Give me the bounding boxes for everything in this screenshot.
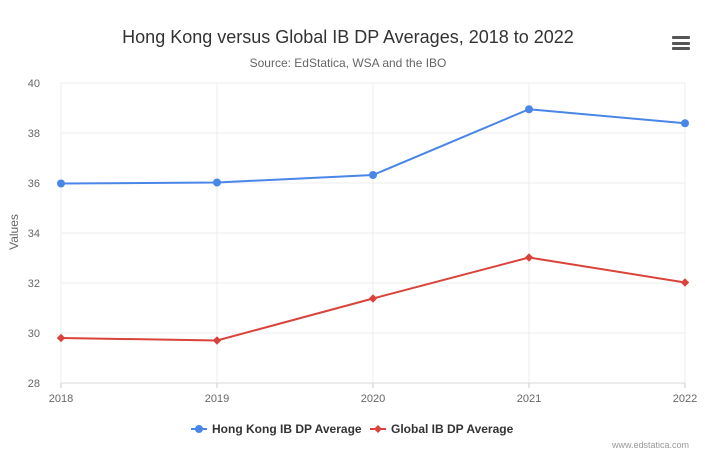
x-tick-label: 2021 xyxy=(517,393,541,405)
x-tick-label: 2019 xyxy=(205,393,229,405)
data-point-series-1[interactable] xyxy=(213,178,221,187)
chart-title: Hong Kong versus Global IB DP Averages, … xyxy=(122,27,574,47)
data-point-series-1[interactable] xyxy=(369,171,377,179)
legend-marker-symbol xyxy=(195,425,203,433)
data-point-series-1[interactable] xyxy=(525,105,533,114)
x-tick-label: 2022 xyxy=(673,393,697,405)
y-tick-label: 38 xyxy=(28,128,40,140)
y-tick-label: 40 xyxy=(28,78,40,90)
legend-label: Hong Kong IB DP Average xyxy=(212,422,362,436)
x-tick-label: 2020 xyxy=(361,393,385,405)
legend-item-1[interactable]: Hong Kong IB DP Average xyxy=(191,422,362,436)
data-point-series-2[interactable] xyxy=(56,333,66,343)
hamburger-menu-icon[interactable] xyxy=(672,36,690,50)
y-tick-label: 36 xyxy=(28,178,40,190)
legend-item-2[interactable]: Global IB DP Average xyxy=(370,422,514,436)
chart-subtitle: Source: EdStatica, WSA and the IBO xyxy=(249,56,447,70)
data-point-series-2[interactable] xyxy=(680,278,690,287)
y-tick-label: 28 xyxy=(28,378,40,390)
legend-label: Global IB DP Average xyxy=(391,422,514,436)
y-tick-label: 30 xyxy=(28,328,40,340)
data-point-series-1[interactable] xyxy=(57,179,65,188)
data-point-series-2[interactable] xyxy=(524,253,534,262)
data-point-series-2[interactable] xyxy=(368,294,378,303)
credit-text: www.edstatica.com xyxy=(612,440,690,450)
x-tick-label: 2018 xyxy=(49,393,73,405)
y-tick-label: 34 xyxy=(28,228,40,240)
data-point-series-1[interactable] xyxy=(681,119,689,128)
legend-marker-symbol xyxy=(374,425,382,433)
data-point-series-2[interactable] xyxy=(212,336,222,345)
y-tick-label: 32 xyxy=(28,278,40,290)
y-axis-title: Values xyxy=(7,214,21,250)
